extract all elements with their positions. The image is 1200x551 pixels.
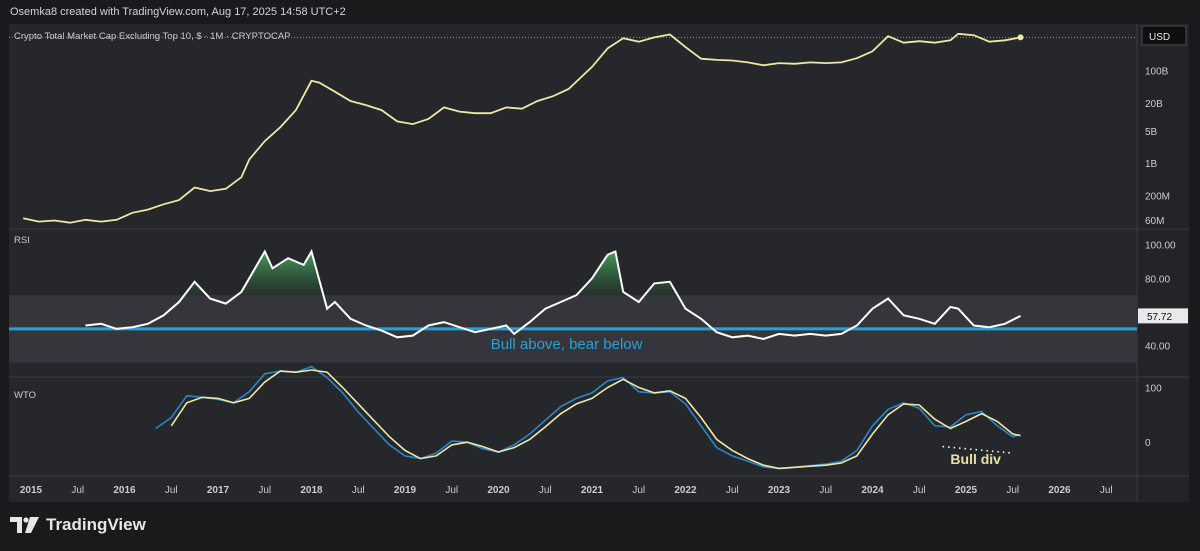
time-tick-label: Jul [819,485,832,496]
time-tick-label: 2025 [955,485,978,496]
rsi-line [85,248,1021,341]
time-axis-ticks: 2015 Jul 2016 Jul 2017 Jul 2018 Jul 2019 Jul 2020 J… [20,485,1113,496]
bull-div-dotted-line [942,445,1013,454]
rsi-tick-label: 80.00 [1145,274,1170,285]
wto-tick-label: 100 [1145,383,1162,394]
time-tick-label: 2015 [20,485,43,496]
time-tick-label: 2026 [1048,485,1071,496]
time-tick-label: Jul [258,485,271,496]
rsi-tick-label: 40.00 [1145,342,1170,353]
wto-pane-title: WTO [14,390,36,401]
tradingview-logo[interactable]: TradingView [10,515,146,535]
time-tick-label: Jul [352,485,365,496]
chart-area-background [9,24,1137,502]
price-pane-title: Crypto Total Market Cap Excluding Top 10… [14,31,291,42]
tradingview-logo-text: TradingView [46,515,146,534]
wto-annotation: Bull div [950,451,1001,467]
price-tick-label: 60M [1145,216,1164,227]
tradingview-logo-icon [10,517,39,533]
wto-yellow-line [170,369,1021,470]
time-tick-label: Jul [632,485,645,496]
time-tick-label: 2018 [300,485,323,496]
time-tick-label: Jul [913,485,926,496]
time-tick-label: Jul [445,485,458,496]
time-tick-label: Jul [726,485,739,496]
price-scale-background [1137,24,1189,502]
time-tick-label: Jul [165,485,178,496]
price-tick-label: 100B [1145,67,1169,78]
rsi-last-value: 57.72 [1147,312,1172,323]
price-tick-label: 1B [1145,159,1158,170]
time-tick-label: 2016 [113,485,136,496]
rsi-pane-title: RSI [14,235,30,246]
price-last-point [1017,34,1024,41]
price-tick-label: 5B [1145,127,1158,138]
price-axis-ticks: 100B 20B 5B 1B 200M 60M [1145,67,1170,227]
wto-axis-ticks: 100 0 [1145,383,1162,449]
time-tick-label: 2017 [207,485,230,496]
time-tick-label: 2024 [861,485,884,496]
time-tick-label: Jul [1100,485,1113,496]
wto-tick-label: 0 [1145,438,1151,449]
price-tick-label: 200M [1145,192,1170,203]
wto-blue-line [155,365,1021,470]
time-tick-label: Jul [1006,485,1019,496]
time-tick-label: 2021 [581,485,604,496]
time-tick-label: 2020 [487,485,510,496]
time-tick-label: Jul [71,485,84,496]
currency-badge[interactable]: USD [1141,25,1187,46]
time-tick-label: Jul [539,485,552,496]
currency-badge-label: USD [1149,32,1170,43]
attribution-header: Osemka8 created with TradingView.com, Au… [10,6,346,18]
rsi-overbought-fill [184,251,678,296]
price-tick-label: 20B [1145,99,1163,110]
time-tick-label: 2022 [674,485,697,496]
price-line [23,32,1021,224]
rsi-axis-ticks: 100.00 80.00 40.00 [1145,241,1176,353]
rsi-annotation: Bull above, bear below [491,336,643,353]
time-tick-label: 2019 [394,485,417,496]
time-tick-label: 2023 [768,485,791,496]
rsi-tick-label: 100.00 [1145,241,1176,252]
rsi-last-value-box [1138,308,1188,324]
